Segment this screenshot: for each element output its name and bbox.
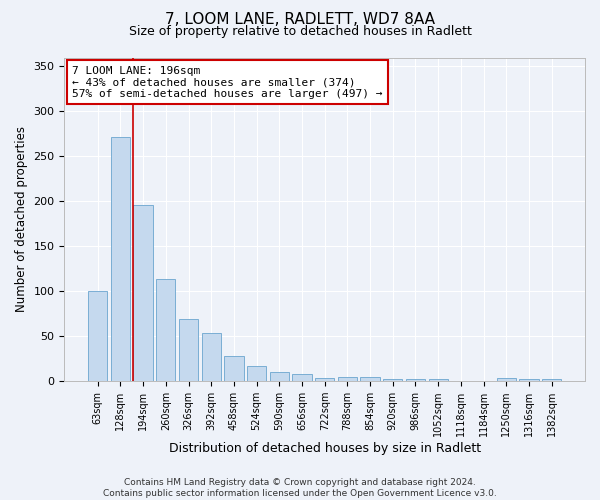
Bar [88, 292, 107, 381]
Bar [269, 372, 289, 381]
Text: 7 LOOM LANE: 196sqm
← 43% of detached houses are smaller (374)
57% of semi-detac: 7 LOOM LANE: 196sqm ← 43% of detached ho… [72, 66, 383, 99]
Bar [224, 356, 244, 381]
Bar [133, 205, 153, 381]
Bar [361, 376, 380, 381]
X-axis label: Distribution of detached houses by size in Radlett: Distribution of detached houses by size … [169, 442, 481, 455]
Bar [156, 278, 175, 381]
Bar [247, 366, 266, 381]
Text: Contains HM Land Registry data © Crown copyright and database right 2024.
Contai: Contains HM Land Registry data © Crown c… [103, 478, 497, 498]
Bar [292, 374, 311, 381]
Text: Size of property relative to detached houses in Radlett: Size of property relative to detached ho… [128, 25, 472, 38]
Text: 7, LOOM LANE, RADLETT, WD7 8AA: 7, LOOM LANE, RADLETT, WD7 8AA [165, 12, 435, 28]
Bar [428, 378, 448, 381]
Bar [406, 378, 425, 381]
Bar [383, 378, 403, 381]
Bar [111, 136, 130, 381]
Bar [338, 376, 357, 381]
Bar [315, 378, 334, 381]
Bar [179, 319, 198, 381]
Bar [497, 378, 516, 381]
Y-axis label: Number of detached properties: Number of detached properties [15, 126, 28, 312]
Bar [520, 378, 539, 381]
Bar [202, 332, 221, 381]
Bar [542, 380, 562, 381]
